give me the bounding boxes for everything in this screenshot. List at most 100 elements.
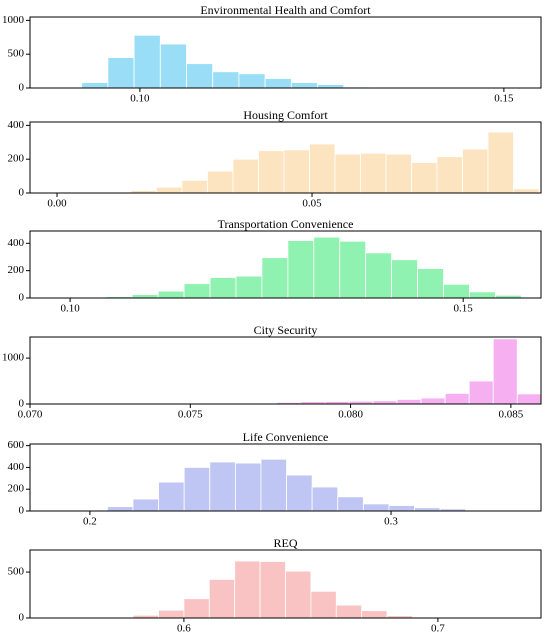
histogram-bar bbox=[313, 236, 341, 299]
histogram-bar bbox=[417, 268, 444, 299]
histogram-bar bbox=[317, 84, 345, 89]
panel-title: Housing Comfort bbox=[243, 108, 328, 122]
histogram-bar bbox=[212, 71, 240, 89]
axes-frame bbox=[29, 230, 542, 299]
x-tick-label: 0.15 bbox=[494, 93, 514, 105]
histogram-bar bbox=[208, 579, 236, 619]
histogram-bar bbox=[209, 461, 236, 512]
histogram-bar bbox=[492, 338, 518, 405]
histogram-bar bbox=[156, 186, 183, 194]
histogram-bar bbox=[183, 598, 210, 619]
x-tick-label: 0.080 bbox=[338, 409, 363, 421]
histogram-bar bbox=[290, 82, 318, 89]
x-tick-label: 0.15 bbox=[454, 303, 474, 315]
histogram-bar bbox=[258, 150, 285, 194]
histogram-bar bbox=[420, 397, 446, 405]
histogram-bar bbox=[469, 291, 496, 299]
histogram-bar bbox=[261, 257, 289, 299]
histogram-bar bbox=[339, 240, 367, 299]
histogram-bar bbox=[260, 458, 287, 512]
histogram-bar bbox=[158, 609, 185, 619]
histogram-bar bbox=[234, 560, 261, 619]
histogram-bar bbox=[385, 153, 412, 194]
y-tick-label: 200 bbox=[8, 483, 25, 495]
histogram-bar bbox=[131, 294, 159, 299]
y-tick-label: 600 bbox=[8, 439, 25, 451]
y-tick-label: 400 bbox=[8, 119, 25, 131]
histogram-panel: REQ 0 500 0.6 0.7 bbox=[8, 536, 542, 635]
axes-frame bbox=[29, 443, 542, 512]
x-tick-label: 0.10 bbox=[130, 93, 150, 105]
y-tick-label: 400 bbox=[8, 461, 25, 473]
y-tick-label: 500 bbox=[8, 48, 25, 60]
x-tick-label: 0.085 bbox=[498, 409, 523, 421]
histogram-bar bbox=[133, 34, 161, 89]
histogram-bar bbox=[183, 283, 211, 299]
histogram-bar bbox=[264, 78, 292, 89]
histogram-bar bbox=[311, 486, 339, 512]
histogram-bar bbox=[411, 162, 438, 194]
x-tick-label: 0.2 bbox=[83, 516, 97, 528]
histogram-panel: Housing Comfort 0 200 400 0.00 0.05 bbox=[8, 108, 542, 210]
x-tick-label: 0.00 bbox=[47, 198, 67, 210]
histogram-bar bbox=[107, 57, 135, 89]
x-tick-label: 0.7 bbox=[431, 623, 445, 635]
histogram-bar bbox=[259, 561, 286, 619]
histogram-bar bbox=[157, 290, 185, 299]
histogram-bar bbox=[365, 252, 393, 299]
histogram-bar bbox=[396, 399, 422, 405]
y-tick-label: 500 bbox=[8, 566, 25, 578]
histogram-bar bbox=[337, 496, 364, 512]
histogram-bar bbox=[209, 277, 237, 299]
histogram-bar bbox=[287, 240, 315, 299]
histogram-panel: Transportation Convenience 0 200 400 0.10 0.1… bbox=[8, 217, 542, 315]
histogram-bar bbox=[310, 590, 337, 619]
histogram-bar bbox=[283, 149, 310, 194]
y-tick-label: 0 bbox=[19, 612, 25, 624]
histogram-bar bbox=[81, 82, 109, 89]
histogram-bar bbox=[516, 393, 542, 405]
x-tick-label: 0.070 bbox=[18, 409, 43, 421]
histogram-bar bbox=[238, 73, 266, 89]
y-tick-label: 1000 bbox=[2, 14, 25, 26]
histogram-bar bbox=[234, 462, 262, 512]
histogram-bar bbox=[513, 188, 540, 194]
panel-title: REQ bbox=[274, 536, 298, 550]
histogram-bar bbox=[106, 506, 134, 512]
x-tick-label: 0.3 bbox=[384, 516, 398, 528]
histogram-bar bbox=[235, 275, 263, 299]
axes-frame bbox=[29, 336, 542, 405]
y-tick-label: 0 bbox=[19, 187, 25, 199]
histogram-bar bbox=[158, 481, 185, 512]
histogram-bar bbox=[443, 283, 470, 299]
histogram-bar bbox=[232, 158, 259, 194]
histogram-bar bbox=[362, 503, 390, 512]
y-tick-label: 0 bbox=[19, 292, 25, 304]
y-tick-label: 200 bbox=[8, 264, 25, 276]
y-tick-label: 0 bbox=[19, 505, 25, 517]
y-tick-label: 400 bbox=[8, 237, 25, 249]
histogram-bar bbox=[207, 170, 234, 194]
histogram-bar bbox=[462, 148, 489, 194]
histogram-bar bbox=[335, 604, 363, 619]
axes-frame bbox=[29, 549, 542, 619]
y-tick-label: 200 bbox=[8, 153, 25, 165]
histogram-bar bbox=[388, 505, 415, 512]
axes-frame bbox=[29, 16, 542, 89]
y-tick-label: 0 bbox=[19, 398, 25, 410]
histogram-bar bbox=[286, 474, 313, 512]
histogram-bar bbox=[132, 498, 159, 512]
histogram-bar bbox=[361, 610, 388, 619]
histogram-panel: Life Convenience 0 200 400 600 0.2 0.3 bbox=[8, 430, 542, 528]
histogram-bar bbox=[159, 43, 187, 89]
panel-title: City Security bbox=[254, 323, 318, 337]
panel-title: Transportation Convenience bbox=[218, 217, 354, 231]
histogram-bar bbox=[444, 393, 470, 405]
axes-frame bbox=[29, 121, 542, 194]
y-tick-label: 1000 bbox=[2, 352, 25, 364]
histogram-bar bbox=[181, 179, 208, 194]
histogram-bar bbox=[186, 63, 214, 89]
panel-title: Life Convenience bbox=[243, 430, 329, 444]
histogram-bar bbox=[360, 152, 387, 194]
